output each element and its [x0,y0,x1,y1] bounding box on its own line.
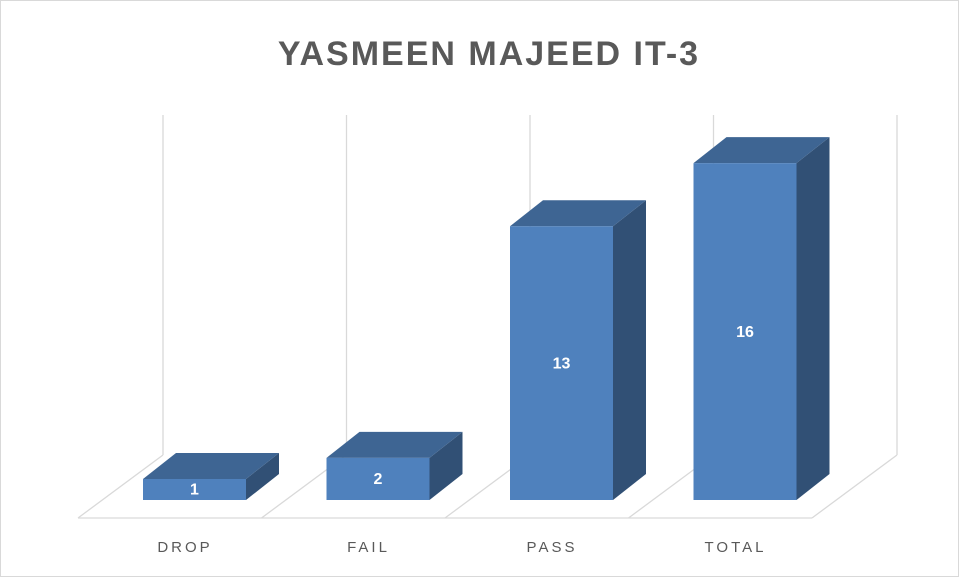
bar-front [326,457,430,500]
data-label: 13 [553,355,571,372]
data-label: 16 [736,324,754,341]
x-tick-label: PASS [527,539,578,556]
bar [143,452,279,500]
data-label: 2 [374,471,383,488]
x-tick-label: TOTAL [705,539,767,556]
floor-line [77,454,164,519]
bar [326,431,463,500]
bar-side [246,452,279,500]
bar-top [326,431,463,458]
bar [693,137,830,500]
bar-top [693,137,830,164]
x-tick-label: DROP [157,539,212,556]
bar [510,200,646,500]
bar-side [613,200,646,500]
chart-title: YASMEEN MAJEED IT-3 [278,35,700,73]
floor-line [811,454,898,519]
bar-side [429,431,463,500]
bar-top [510,200,646,227]
data-label: 1 [190,482,199,499]
bar-front [510,226,613,500]
bar-front [143,478,246,500]
bar-front [693,163,797,500]
bar-top [143,452,279,479]
bar-side [796,137,830,500]
x-tick-label: FAIL [347,539,390,556]
